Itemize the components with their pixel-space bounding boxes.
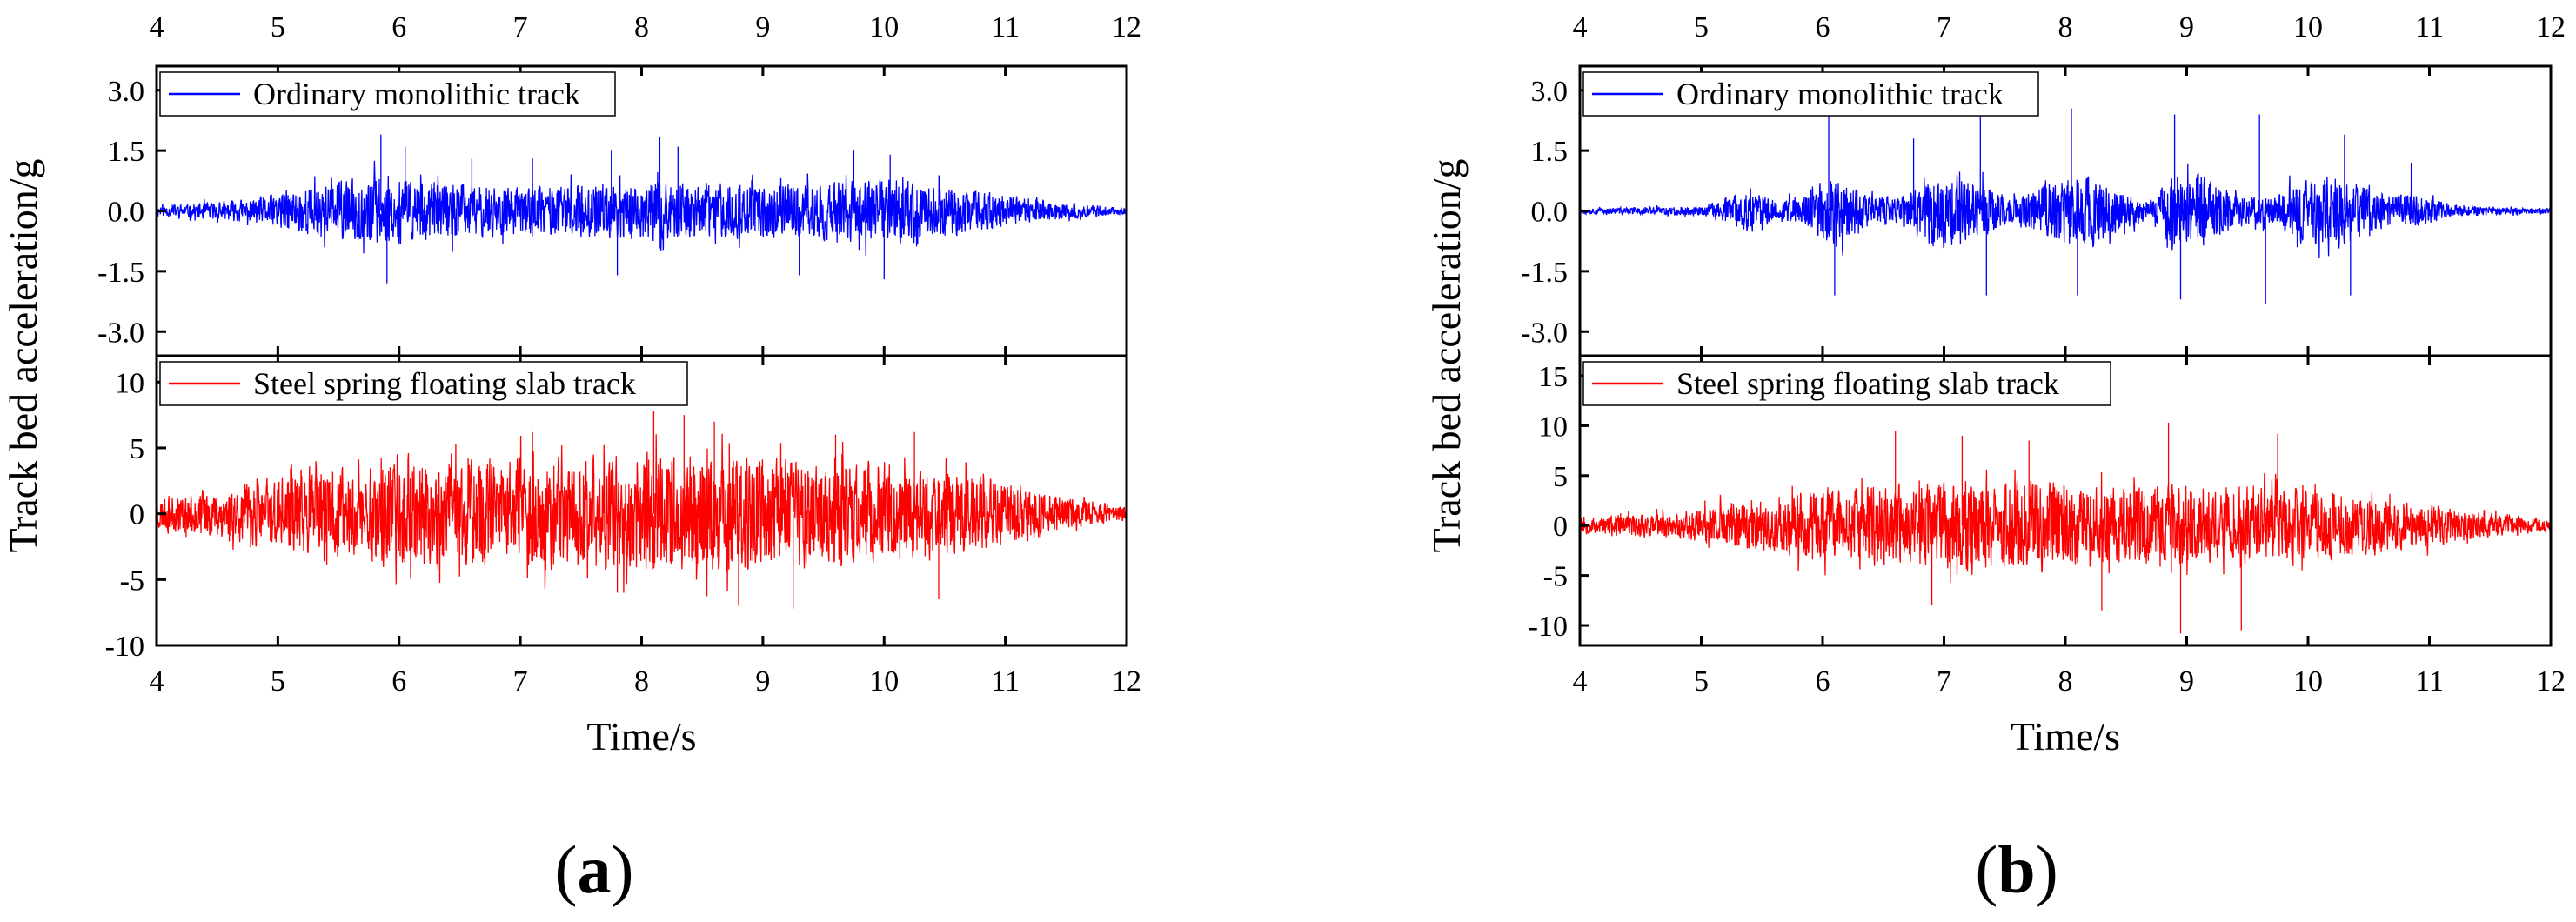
y-tick-label: 0 — [130, 499, 144, 531]
x-axis-title: Time/s — [2011, 714, 2120, 758]
x-tick-label-bottom: 5 — [271, 665, 285, 698]
y-axis-title: Track bed acceleration/g — [1424, 159, 1469, 553]
x-tick-label-bottom: 6 — [1816, 665, 1830, 698]
series-line-steel-spring-floating-slab-track — [157, 411, 1127, 609]
x-tick-label-top: 8 — [634, 11, 649, 43]
y-tick-label: -3.0 — [97, 317, 144, 349]
x-tick-label-top: 7 — [1937, 11, 1951, 43]
x-tick-label-bottom: 5 — [1694, 665, 1709, 698]
y-tick-label: 10 — [1538, 411, 1568, 443]
y-tick-label: -10 — [1529, 611, 1568, 643]
y-tick-label: 3.0 — [1531, 76, 1569, 108]
x-tick-label-top: 10 — [869, 11, 899, 43]
series-line-steel-spring-floating-slab-track — [1580, 422, 2551, 634]
y-tick-label: -1.5 — [1521, 257, 1568, 289]
y-tick-label: 5 — [130, 433, 144, 465]
x-tick-label-top: 6 — [391, 11, 406, 43]
y-tick-label: 0 — [1553, 511, 1568, 543]
y-tick-label: -3.0 — [1521, 317, 1568, 349]
x-tick-label-bottom: 7 — [1937, 665, 1951, 698]
x-tick-label-top: 5 — [1694, 11, 1709, 43]
x-tick-label-top: 11 — [2415, 11, 2444, 43]
x-tick-label-top: 6 — [1816, 11, 1830, 43]
x-tick-label-top: 8 — [2058, 11, 2073, 43]
x-tick-label-bottom: 12 — [1112, 665, 1141, 698]
x-tick-label-bottom: 10 — [869, 665, 899, 698]
y-tick-label: 5 — [1553, 461, 1568, 493]
subfigure-label-a: (a) — [554, 832, 634, 907]
x-tick-label-bottom: 9 — [755, 665, 770, 698]
x-tick-label-top: 5 — [271, 11, 285, 43]
x-tick-label-top: 9 — [755, 11, 770, 43]
x-tick-label-bottom: 11 — [991, 665, 1020, 698]
x-tick-label-top: 4 — [150, 11, 164, 43]
y-tick-label: 15 — [1538, 361, 1568, 393]
legend-label: Ordinary monolithic track — [1676, 77, 2004, 111]
series-line-ordinary-monolithic-track — [157, 134, 1127, 284]
x-tick-label-bottom: 7 — [513, 665, 528, 698]
y-tick-label: 1.5 — [108, 136, 145, 168]
x-tick-label-top: 10 — [2293, 11, 2323, 43]
legend-label: Steel spring floating slab track — [1676, 366, 2059, 401]
y-tick-label: 3.0 — [108, 76, 145, 108]
y-tick-label: -5 — [1543, 561, 1568, 593]
x-tick-label-bottom: 9 — [2179, 665, 2194, 698]
chart-a: -3.0 -1.5 0.0 1.5 3.0 Ordinary monolithic tra… — [1, 11, 1141, 758]
x-tick-label-bottom: 8 — [634, 665, 649, 698]
x-tick-label-bottom: 12 — [2536, 665, 2566, 698]
x-tick-label-bottom: 6 — [391, 665, 406, 698]
x-tick-label-bottom: 4 — [150, 665, 164, 698]
x-axis-title: Time/s — [586, 714, 696, 758]
legend-box — [159, 361, 688, 406]
y-tick-label: 1.5 — [1531, 136, 1569, 168]
x-tick-label-bottom: 8 — [2058, 665, 2073, 698]
y-axis-title: Track bed acceleration/g — [1, 159, 45, 553]
x-tick-label-top: 9 — [2179, 11, 2194, 43]
panel-bottom: -10 -5 0 5 10 Steel spring floating slab trac… — [105, 354, 1128, 663]
y-tick-label: 10 — [115, 367, 144, 399]
series-line-ordinary-monolithic-track — [1580, 106, 2551, 304]
x-tick-label-bottom: 10 — [2293, 665, 2323, 698]
y-tick-label: -5 — [120, 565, 144, 597]
x-tick-label-top: 12 — [1112, 11, 1141, 43]
y-tick-label: 0.0 — [108, 197, 145, 229]
chart-b: -3.0 -1.5 0.0 1.5 3.0 Ordinary monolithic tra… — [1424, 11, 2566, 758]
panel-bottom: -10 -5 0 5 10 15 Steel spring floating slab tr… — [1529, 354, 2553, 647]
legend-box — [1582, 361, 2111, 406]
x-tick-label-top: 11 — [991, 11, 1020, 43]
x-tick-label-top: 7 — [513, 11, 528, 43]
x-tick-label-bottom: 4 — [1573, 665, 1588, 698]
legend-label: Ordinary monolithic track — [253, 77, 580, 111]
y-tick-label: -1.5 — [97, 257, 144, 289]
subfigure-label-b: (b) — [1975, 832, 2058, 907]
x-tick-label-top: 4 — [1573, 11, 1588, 43]
panel-top: -3.0 -1.5 0.0 1.5 3.0 Ordinary monolithic tra… — [1521, 64, 2553, 357]
legend-label: Steel spring floating slab track — [253, 366, 636, 401]
panel-top: -3.0 -1.5 0.0 1.5 3.0 Ordinary monolithic tra… — [97, 64, 1128, 357]
y-tick-label: 0.0 — [1531, 197, 1569, 229]
x-tick-label-top: 12 — [2536, 11, 2566, 43]
x-tick-label-bottom: 11 — [2415, 665, 2444, 698]
y-tick-label: -10 — [105, 631, 144, 663]
